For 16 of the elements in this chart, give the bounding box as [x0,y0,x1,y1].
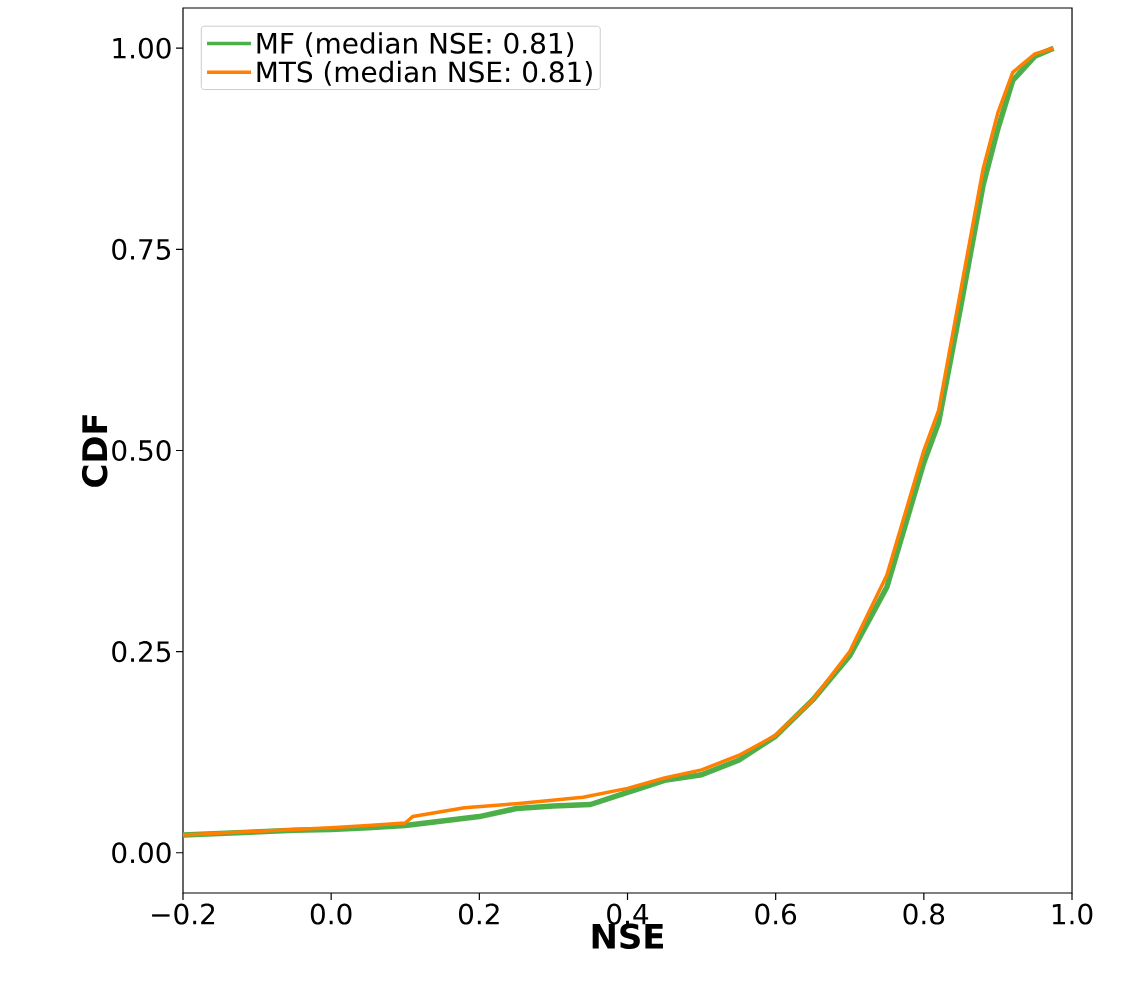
y-tick-label: 0.25 [112,641,171,663]
x-tick-label: −0.2 [152,903,215,925]
legend-label: MTS (median NSE: 0.81) [257,60,592,86]
x-tick-label: 0.4 [607,903,649,925]
y-tick-label: 0.75 [112,238,171,260]
y-axis-title: CDF [81,415,108,487]
x-tick-label: 0.0 [310,903,352,925]
x-tick-label: 0.6 [755,903,797,925]
x-tick-label: 1.0 [1052,903,1093,925]
legend-label: MF (median NSE: 0.81) [257,32,574,58]
y-tick-label: 1.00 [113,37,171,59]
x-tick-label: 0.8 [903,903,945,925]
x-tick-label: 0.2 [459,903,499,925]
y-tick-label: 0.00 [112,842,171,864]
y-tick-label: 0.50 [112,439,171,462]
x-axis-title: NSE [592,923,663,950]
